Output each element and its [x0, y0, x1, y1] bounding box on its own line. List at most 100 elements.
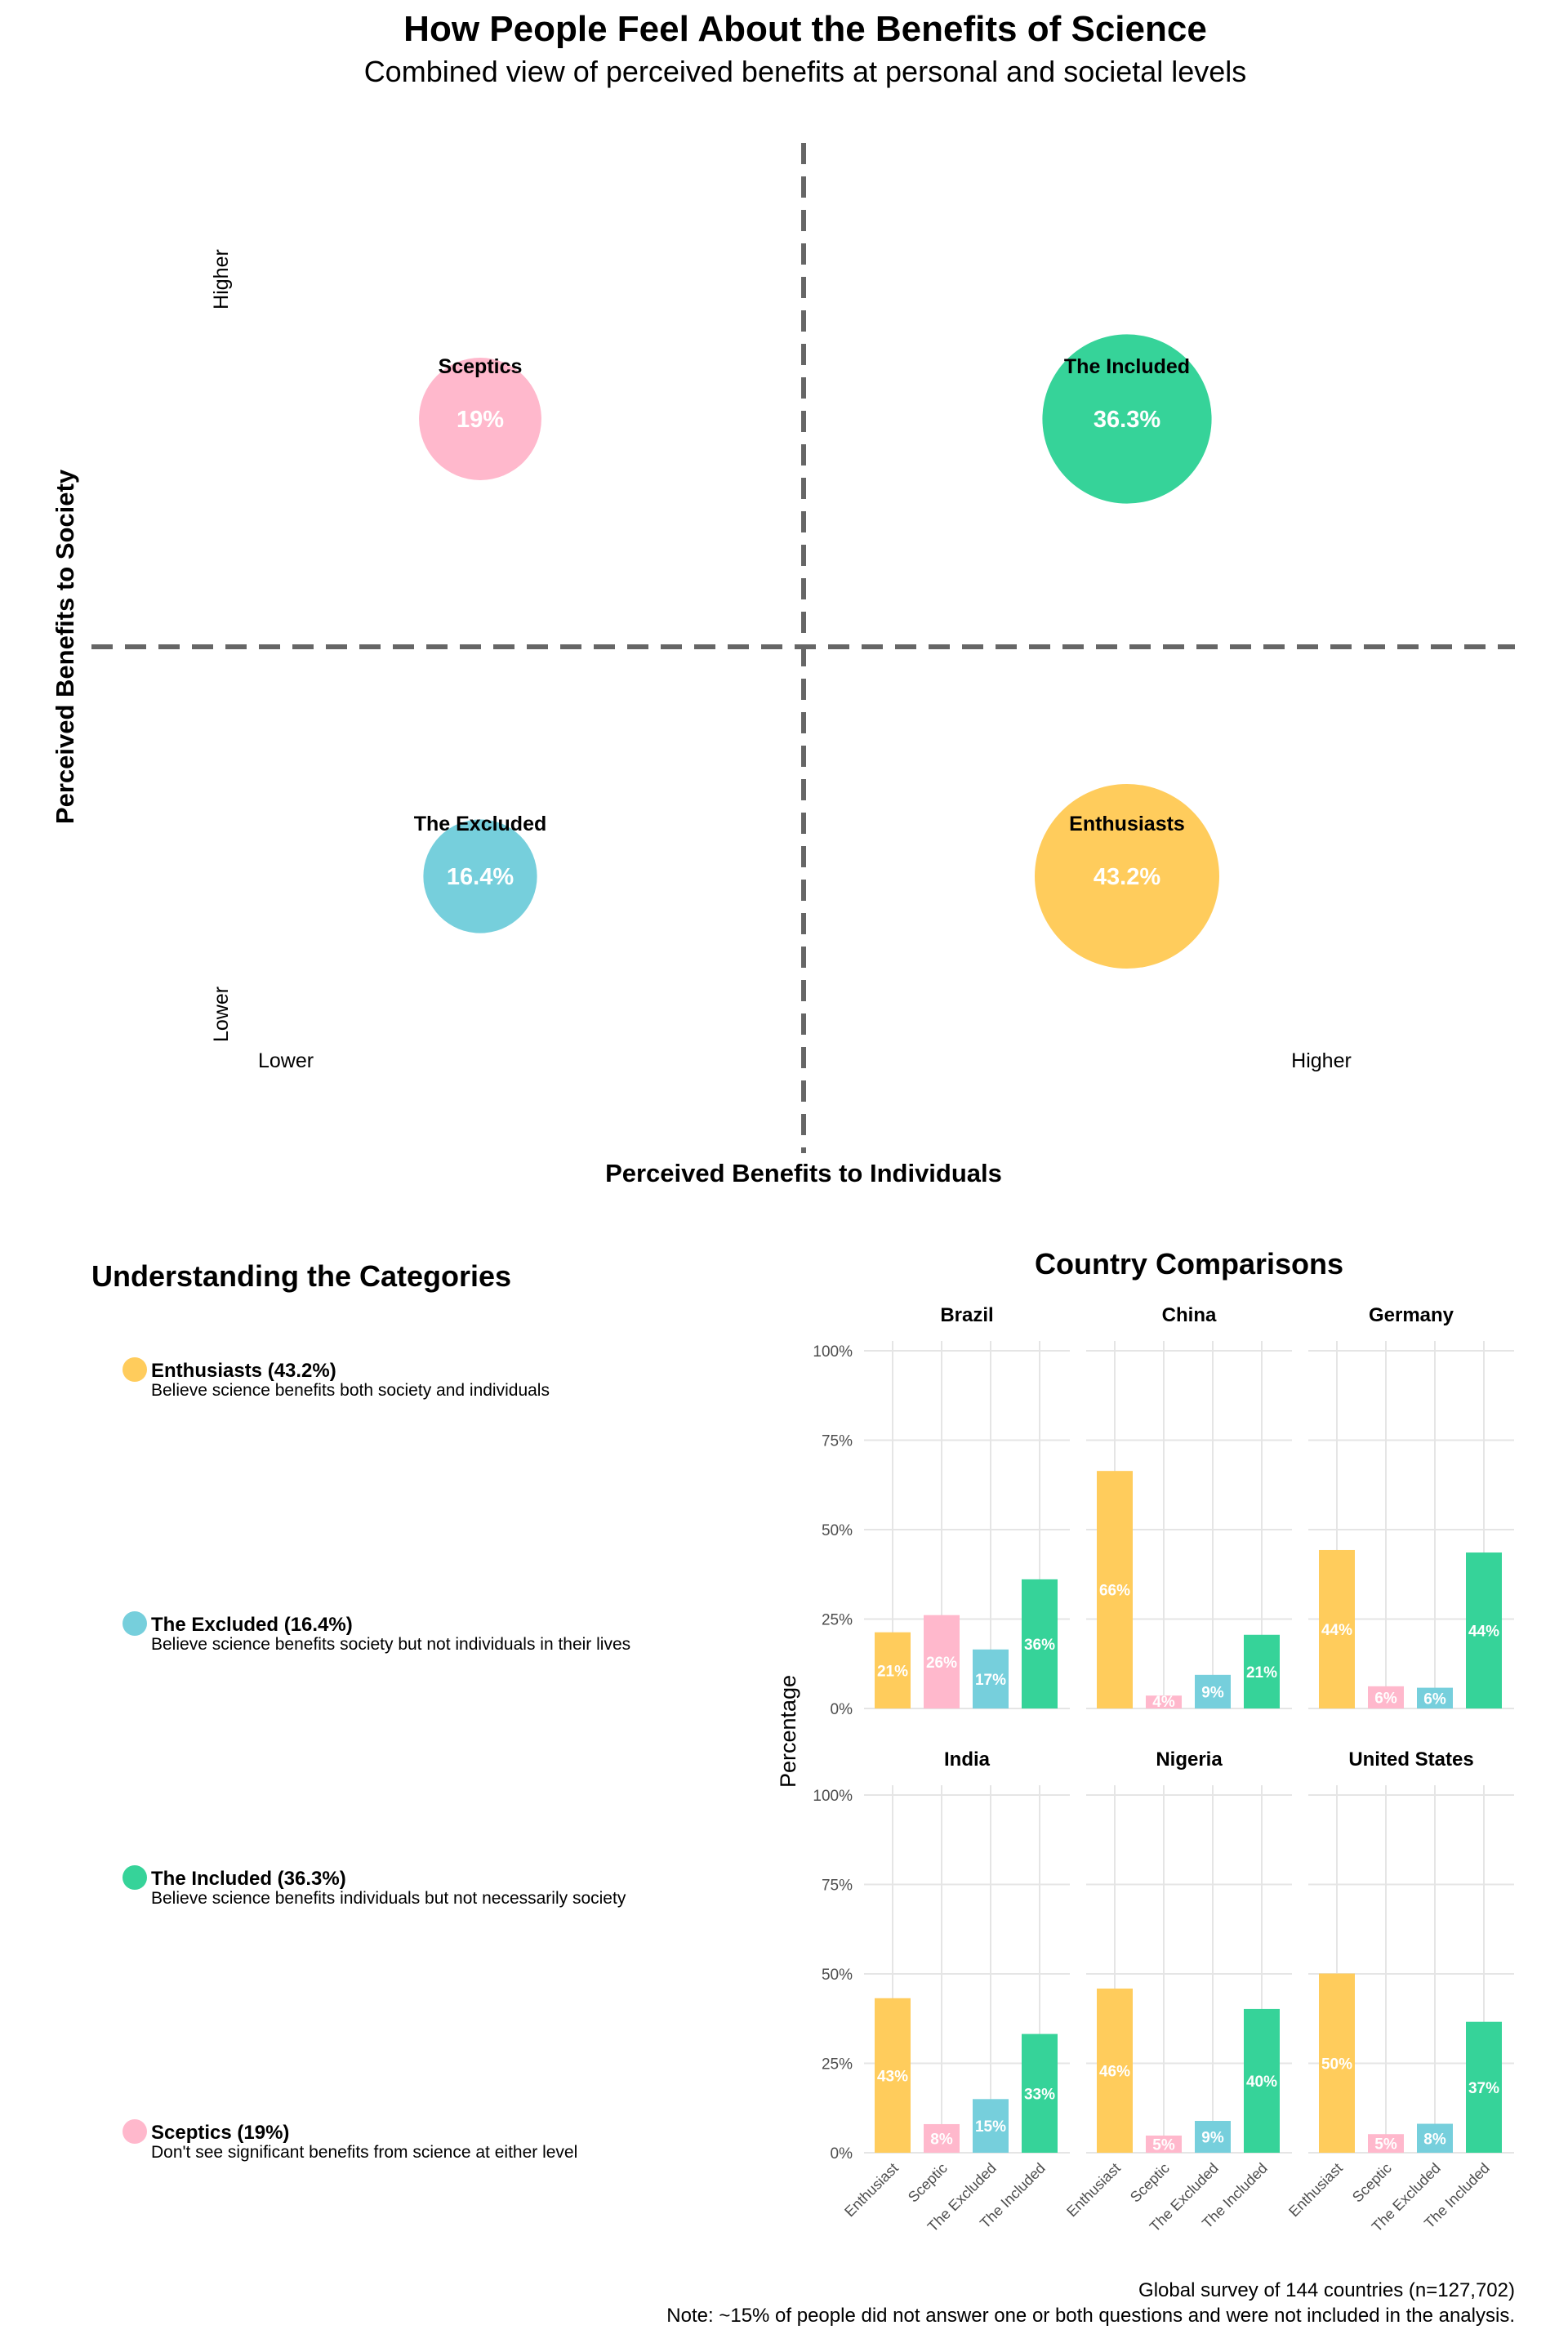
bubble-enthusiasts	[1035, 784, 1219, 969]
ytick-row0-50: 50%	[822, 1522, 853, 1539]
page-subtitle: Combined view of perceived benefits at p…	[364, 55, 1247, 88]
xtick-india-sceptic: Sceptic	[905, 2160, 951, 2206]
facet-china: China 66% 4% 9% 21%	[1086, 1304, 1292, 1711]
bar-united-states-the-excluded	[1417, 2123, 1453, 2153]
y-axis-title: Perceived Benefits to Society	[51, 469, 79, 824]
bar-germany-enthusiast	[1319, 1549, 1355, 1708]
facet-title-india: India	[944, 1748, 991, 1771]
bar-germany-the-included	[1466, 1552, 1502, 1708]
bar-china-the-excluded	[1195, 1674, 1231, 1708]
x-axis-title: Perceived Benefits to Individuals	[605, 1159, 1002, 1187]
legend-desc-sceptics: Don't see significant benefits from scie…	[151, 2143, 577, 2162]
y-tick-lower: Lower	[210, 987, 233, 1042]
ytick-row0-25: 25%	[822, 1612, 853, 1629]
legend-swatch-the-excluded	[122, 1611, 147, 1636]
x-tick-higher: Higher	[1291, 1049, 1352, 1072]
legend-desc-the-included: Believe science benefits individuals but…	[151, 1889, 626, 1908]
bar-india-the-excluded	[973, 2099, 1009, 2153]
bar-label-nigeria-the-included: 40%	[1246, 2074, 1277, 2091]
bar-china-the-included	[1244, 1634, 1280, 1708]
facet-title-brazil: Brazil	[940, 1304, 993, 1326]
bar-brazil-sceptic	[924, 1615, 960, 1708]
legend-name-the-included: The Included (36.3%)	[151, 1868, 346, 1890]
country-comparisons-title: Country Comparisons	[1035, 1247, 1343, 1281]
bar-nigeria-the-excluded	[1195, 2121, 1231, 2153]
caption-survey: Global survey of 144 countries (n=127,70…	[1138, 2279, 1515, 2301]
bubble-value-the-included: 36.3%	[1094, 407, 1160, 433]
bar-label-india-the-included: 33%	[1024, 2086, 1055, 2103]
ytick-row1-25: 25%	[822, 2056, 853, 2074]
ytick-row0-75: 75%	[822, 1433, 853, 1450]
legend-desc-enthusiasts: Believe science benefits both society an…	[151, 1381, 550, 1400]
legend-name-the-excluded: The Excluded (16.4%)	[151, 1614, 353, 1636]
bar-label-brazil-enthusiast: 21%	[877, 1663, 908, 1680]
legend-swatch-sceptics	[122, 2119, 147, 2144]
bar-label-nigeria-sceptic: 5%	[1152, 2136, 1175, 2154]
bar-label-united-states-sceptic: 5%	[1374, 2136, 1397, 2154]
bar-label-brazil-the-included: 36%	[1024, 1637, 1055, 1654]
bar-nigeria-enthusiast	[1097, 1988, 1133, 2153]
legend-name-sceptics: Sceptics (19%)	[151, 2122, 289, 2144]
facet-title-nigeria: Nigeria	[1156, 1748, 1223, 1771]
facet-brazil: Brazil 0% 25% 50% 75% 100% 21% 26% 17% 36%	[813, 1304, 1070, 1718]
bubble-value-sceptics: 19%	[457, 407, 504, 433]
ytick-row0-100: 100%	[813, 1343, 853, 1361]
quadrant-chart: Sceptics 19% The Included 36.3% The Excluded…	[51, 143, 1515, 1187]
legend-swatch-the-included	[122, 1865, 147, 1890]
bar-india-the-included	[1022, 2034, 1058, 2153]
ytick-row1-0: 0%	[831, 2145, 853, 2163]
legend-title: Understanding the Categories	[91, 1259, 511, 1293]
bar-united-states-sceptic	[1368, 2134, 1404, 2153]
bubble-label-enthusiasts: Enthusiasts	[1069, 813, 1185, 835]
bubble-value-enthusiasts: 43.2%	[1094, 864, 1160, 890]
bar-label-china-the-excluded: 9%	[1201, 1684, 1224, 1701]
bar-label-united-states-the-excluded: 8%	[1423, 2131, 1446, 2148]
bar-india-enthusiast	[875, 1998, 911, 2153]
bubble-the-included	[1042, 334, 1212, 504]
bar-label-india-sceptic: 8%	[930, 2131, 953, 2148]
bar-label-china-enthusiast: 66%	[1099, 1583, 1130, 1600]
bar-label-united-states-the-included: 37%	[1468, 2080, 1499, 2097]
bar-label-brazil-the-excluded: 17%	[975, 1672, 1006, 1689]
facets-layer: Brazil 0% 25% 50% 75% 100% 21% 26% 17% 36% China 66…	[813, 1304, 1514, 2235]
legend-desc-the-excluded: Believe science benefits society but not…	[151, 1635, 630, 1654]
categories-legend: Understanding the Categories Enthusiasts…	[91, 1259, 630, 2162]
bar-china-sceptic	[1146, 1695, 1182, 1708]
y-tick-higher: Higher	[210, 249, 233, 310]
bar-label-united-states-enthusiast: 50%	[1321, 2056, 1352, 2073]
caption-note: Note: ~15% of people did not answer one …	[666, 2305, 1515, 2327]
x-tick-lower: Lower	[258, 1049, 314, 1072]
bubble-the-excluded	[423, 819, 537, 933]
legend-swatch-enthusiasts	[122, 1357, 147, 1382]
facet-germany: Germany 44% 6% 6% 44%	[1308, 1304, 1514, 1709]
bar-label-nigeria-enthusiast: 46%	[1099, 2063, 1130, 2080]
bar-germany-sceptic	[1368, 1686, 1404, 1708]
ytick-row1-75: 75%	[822, 1878, 853, 1895]
bar-united-states-enthusiast	[1319, 1973, 1355, 2153]
xtick-india-enthusiast: Enthusiast	[841, 2160, 902, 2221]
bar-brazil-the-excluded	[973, 1649, 1009, 1708]
bar-label-germany-the-excluded: 6%	[1423, 1690, 1446, 1708]
xtick-united-states-enthusiast: Enthusiast	[1285, 2160, 1346, 2221]
bubble-sceptics	[419, 358, 541, 480]
percentage-axis-title: Percentage	[776, 1675, 800, 1788]
xtick-united-states-sceptic: Sceptic	[1349, 2160, 1395, 2206]
ytick-row1-50: 50%	[822, 1967, 853, 1984]
bar-label-india-the-excluded: 15%	[975, 2118, 1006, 2136]
bubble-label-sceptics: Sceptics	[439, 355, 523, 378]
bar-label-china-the-included: 21%	[1246, 1664, 1277, 1682]
ytick-row0-0: 0%	[831, 1701, 853, 1718]
bar-label-india-enthusiast: 43%	[877, 2068, 908, 2085]
country-comparisons: Country Comparisons Percentage Brazil 0% 2…	[776, 1247, 1514, 2235]
facet-title-china: China	[1162, 1304, 1217, 1326]
bar-label-germany-the-included: 44%	[1468, 1624, 1499, 1641]
facet-title-germany: Germany	[1369, 1304, 1454, 1326]
bar-china-enthusiast	[1097, 1471, 1133, 1708]
bar-brazil-enthusiast	[875, 1632, 911, 1708]
bar-label-nigeria-the-excluded: 9%	[1201, 2130, 1224, 2147]
bar-united-states-the-included	[1466, 2021, 1502, 2153]
ytick-row1-100: 100%	[813, 1788, 853, 1805]
bar-label-germany-enthusiast: 44%	[1321, 1622, 1352, 1639]
